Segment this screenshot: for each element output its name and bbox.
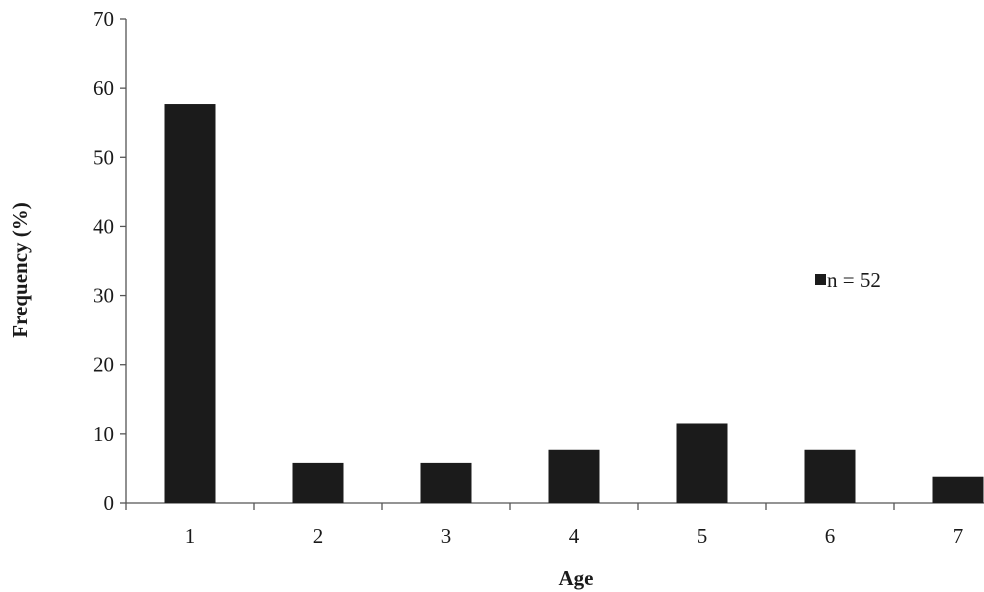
x-tick-label: 4 [569, 524, 580, 548]
x-tick-label: 6 [825, 524, 836, 548]
bar [548, 449, 600, 503]
legend-swatch [815, 274, 826, 285]
y-tick-label: 0 [104, 491, 115, 515]
bar [932, 476, 984, 503]
bar [804, 449, 856, 503]
legend-label: n = 52 [827, 268, 881, 292]
bar [292, 462, 344, 503]
y-axis: 0 10 20 30 40 50 60 70 [93, 7, 127, 515]
bar-series [164, 104, 984, 503]
x-tick-label: 1 [185, 524, 196, 548]
x-axis-title: Age [559, 566, 594, 590]
y-tick-label: 40 [93, 214, 114, 238]
bar [164, 104, 216, 503]
x-tick-label: 3 [441, 524, 452, 548]
x-tick-label: 7 [953, 524, 964, 548]
y-tick-label: 10 [93, 422, 114, 446]
y-tick-label: 20 [93, 353, 114, 377]
bar [420, 462, 472, 503]
y-axis-title: Frequency (%) [8, 202, 32, 338]
y-tick-label: 70 [93, 7, 114, 31]
x-tick-label: 5 [697, 524, 708, 548]
x-tick-label: 2 [313, 524, 324, 548]
bar [676, 423, 728, 503]
y-tick-label: 60 [93, 76, 114, 100]
y-tick-label: 30 [93, 284, 114, 308]
y-tick-label: 50 [93, 145, 114, 169]
legend: n = 52 [815, 268, 881, 292]
x-axis: 1 2 3 4 5 6 7 [125, 502, 984, 548]
